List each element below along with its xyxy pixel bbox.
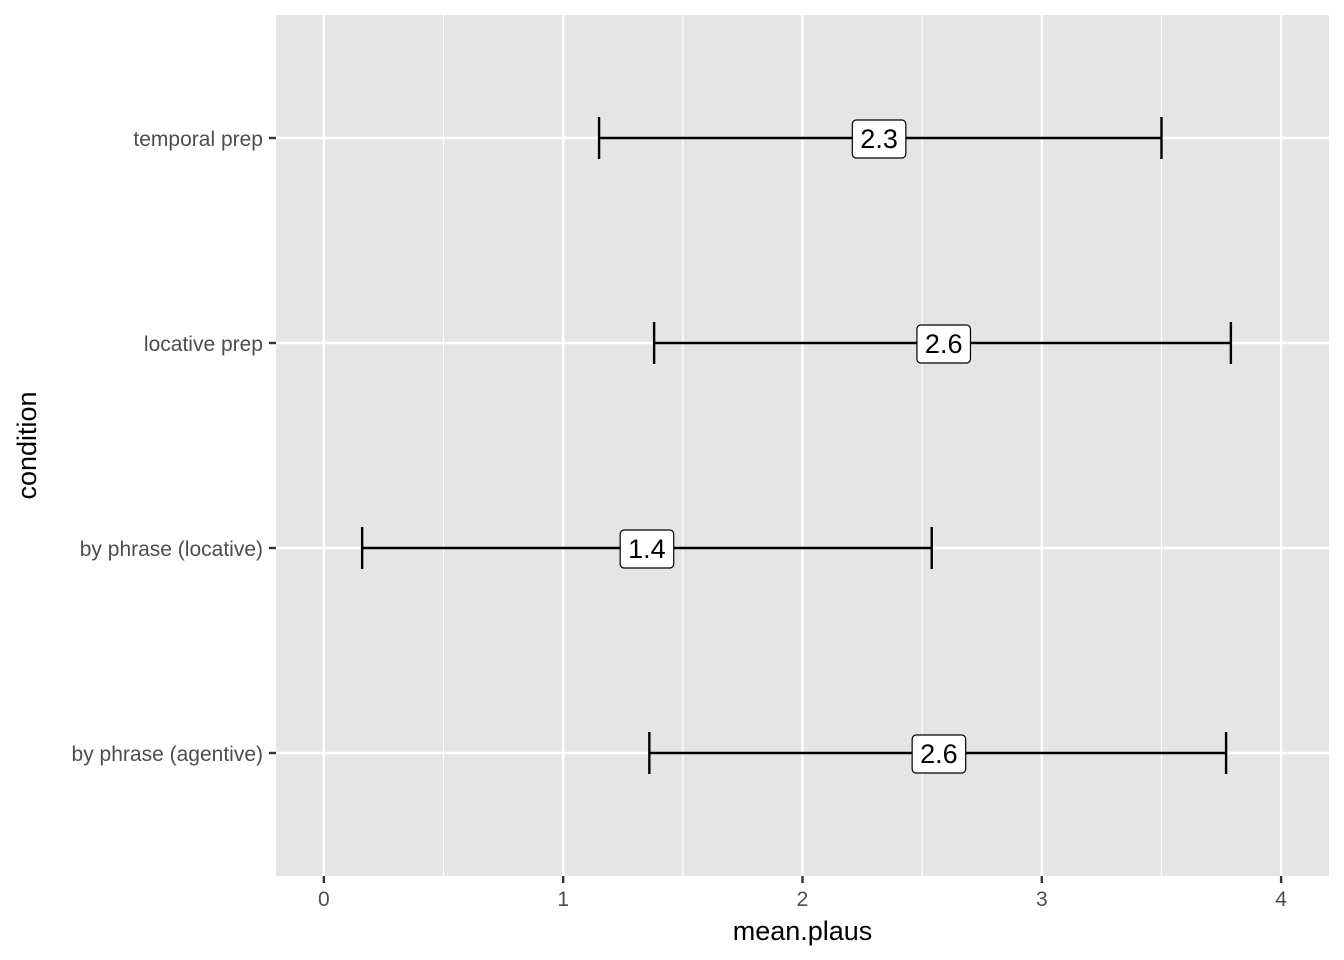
axes: 0 1 2 3 4 by phrase (agentive) by phrase (loca… [72, 128, 1288, 911]
data-label-text: 2.3 [860, 124, 898, 154]
data-label-box [619, 529, 675, 569]
y-tick-label: temporal prep [133, 128, 263, 151]
data-label: 2.3 [851, 119, 907, 159]
data-label-text: 2.6 [920, 739, 958, 769]
data-label-box [851, 119, 907, 159]
data-label: 2.6 [916, 324, 972, 364]
x-axis-title: mean.plaus [733, 916, 873, 946]
data-label-box [911, 734, 967, 774]
data-label: 1.4 [619, 529, 675, 569]
data-label: 2.6 [911, 734, 967, 774]
x-tick-label: 3 [1036, 888, 1048, 911]
x-tick-label: 1 [557, 888, 569, 911]
y-tick-label: by phrase (agentive) [72, 743, 263, 766]
y-axis-title: condition [12, 391, 42, 499]
x-tick-label: 4 [1275, 888, 1287, 911]
data-label-text: 2.6 [925, 329, 963, 359]
data-label-box [916, 324, 972, 364]
data-labels: 2.6 1.4 2.6 2.3 [619, 119, 972, 774]
y-tick-label: by phrase (locative) [80, 538, 263, 561]
x-tick-label: 0 [318, 888, 330, 911]
data-label-text: 1.4 [628, 534, 666, 564]
y-tick-label: locative prep [144, 333, 263, 356]
x-tick-label: 2 [797, 888, 809, 911]
